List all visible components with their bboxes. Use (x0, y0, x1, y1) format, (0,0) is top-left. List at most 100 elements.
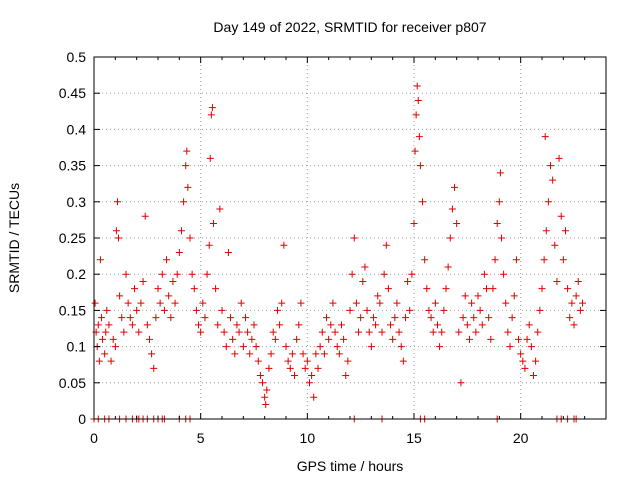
data-point (286, 364, 294, 372)
data-point (389, 335, 397, 343)
chart-title: Day 149 of 2022, SRMTID for receiver p80… (213, 19, 486, 35)
data-point (111, 343, 119, 351)
data-point (329, 299, 337, 307)
data-point (227, 314, 235, 322)
data-point (318, 328, 326, 336)
data-point (497, 234, 505, 242)
data-point (399, 357, 407, 365)
x-tick-label: 10 (300, 430, 316, 446)
data-point (408, 270, 416, 278)
data-point (532, 357, 540, 365)
data-point (506, 343, 514, 351)
y-tick-label: 0.45 (59, 85, 86, 101)
data-point (273, 306, 281, 314)
data-point (99, 335, 107, 343)
data-point (489, 285, 497, 293)
data-point (446, 234, 454, 242)
data-point (476, 306, 484, 314)
x-tick-label: 20 (513, 430, 529, 446)
data-point (523, 335, 531, 343)
data-point (495, 198, 503, 206)
data-point (297, 299, 305, 307)
data-point (237, 299, 245, 307)
data-point (414, 96, 422, 104)
data-point (412, 111, 420, 119)
data-point (165, 292, 173, 300)
data-point (305, 379, 313, 387)
data-point (508, 314, 516, 322)
data-point (427, 314, 435, 322)
data-point (205, 241, 213, 249)
data-point (184, 183, 192, 191)
data-point (416, 162, 424, 170)
data-point (201, 314, 209, 322)
data-point (540, 256, 548, 264)
data-point (325, 335, 333, 343)
data-point (340, 335, 348, 343)
data-point (208, 104, 216, 112)
data-point (207, 111, 215, 119)
x-axis-label: GPS time / hours (297, 458, 404, 474)
data-point (487, 335, 495, 343)
data-point (122, 270, 130, 278)
data-point (186, 234, 194, 242)
data-point (378, 328, 386, 336)
data-point (143, 321, 151, 329)
data-point (451, 183, 459, 191)
data-point (97, 314, 105, 322)
data-point (559, 256, 567, 264)
data-point (374, 292, 382, 300)
data-point (154, 285, 162, 293)
data-point (496, 169, 504, 177)
data-point (576, 306, 584, 314)
data-point (384, 285, 392, 293)
data-point (380, 270, 388, 278)
data-point (350, 234, 358, 242)
data-point (145, 335, 153, 343)
data-point (148, 350, 156, 358)
data-point (527, 343, 535, 351)
x-tick-label: 15 (406, 430, 422, 446)
ticks-layer: 0 0.05 0.1 0.15 0.2 0.25 0.3 0.35 0.4 0.45 0.5 0 5 10… (59, 49, 606, 446)
data-point (250, 321, 258, 329)
data-point (171, 299, 179, 307)
data-point (102, 328, 110, 336)
x-tick-label: 5 (197, 430, 205, 446)
data-point (463, 321, 471, 329)
data-point (301, 364, 309, 372)
y-axis-label: SRMTID / TECUs (6, 183, 22, 293)
data-point (252, 343, 260, 351)
data-point (103, 306, 111, 314)
data-point (431, 299, 439, 307)
data-point (365, 328, 373, 336)
data-point (180, 198, 188, 206)
data-point (216, 205, 224, 213)
y-tick-label: 0.2 (67, 266, 87, 282)
data-point (413, 82, 421, 90)
data-point (542, 227, 550, 235)
data-point (525, 321, 533, 329)
data-point (491, 256, 499, 264)
data-point (241, 314, 249, 322)
data-point (235, 328, 243, 336)
data-point (152, 314, 160, 322)
data-point (410, 220, 418, 228)
data-point (261, 393, 269, 401)
y-tick-label: 0.1 (67, 339, 87, 355)
data-point (183, 147, 191, 155)
data-point (278, 299, 286, 307)
data-point (504, 328, 512, 336)
y-tick-label: 0.35 (59, 158, 86, 174)
y-tick-label: 0.3 (67, 194, 87, 210)
data-point (214, 321, 222, 329)
data-point (529, 372, 537, 380)
data-point (95, 357, 103, 365)
data-point (442, 285, 450, 293)
data-point (291, 372, 299, 380)
data-point (429, 328, 437, 336)
data-point (206, 154, 214, 162)
data-point (480, 270, 488, 278)
data-point (284, 357, 292, 365)
data-point (478, 321, 486, 329)
data-point (483, 285, 491, 293)
